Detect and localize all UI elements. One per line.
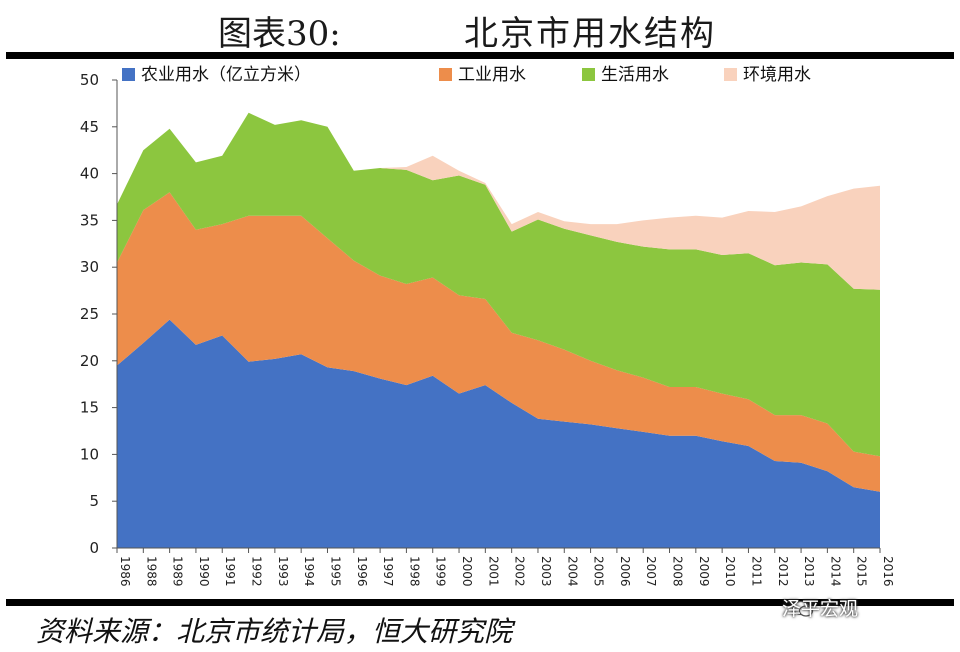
x-tick-label: 2001 [486,556,500,587]
stacked-area-chart: 0 5 10 15 20 25 30 35 40 45 50 1986 1988 1989 1990 1991… [80,65,895,587]
x-tick-label: 2010 [723,556,737,587]
x-tick-label: 2013 [802,556,816,587]
series-area-3 [117,112,880,457]
x-tick-label: 1989 [171,556,185,587]
source-note: 资料来源：北京市统计局，恒大研究院 [36,615,513,648]
y-tick-label: 25 [80,305,99,323]
legend-label-1: 农业用水（亿立方米） [141,65,311,85]
y-tick-label: 50 [80,71,99,89]
x-tick-label: 1995 [328,556,342,587]
chart-title-bar: 图表30: 北京市用水结构 [0,6,960,54]
figure-label: 图表30: [218,14,341,54]
x-tick-label: 2014 [828,556,842,587]
legend-label-2: 工业用水 [458,65,526,85]
legend-label-4: 环境用水 [743,65,811,85]
legend-swatch-1 [122,68,135,81]
legend-swatch-3 [582,68,595,81]
x-tick-label: 1994 [302,556,316,587]
x-tick-label: 1993 [276,556,290,587]
x-tick-label: 2000 [460,556,474,587]
y-tick-label: 30 [80,258,99,276]
x-tick-label: 1999 [434,556,448,587]
x-tick-label: 1988 [144,556,158,587]
x-tick-label: 2016 [881,556,895,587]
y-tick-label: 35 [80,211,99,229]
x-tick-label: 2003 [539,556,553,587]
chart-title: 北京市用水结构 [464,14,716,54]
y-tick-label: 15 [80,399,99,417]
x-tick-label: 1996 [355,556,369,587]
x-tick-label: 1991 [223,556,237,587]
x-tick-label: 2007 [644,556,658,587]
wechat-icon [792,600,814,617]
y-tick-label: 5 [89,492,99,510]
x-tick-label: 2006 [618,556,632,587]
x-tick-label: 2004 [565,556,579,587]
y-tick-label: 0 [89,539,99,557]
x-tick-label: 1990 [197,556,211,587]
x-tick-label: 2005 [592,556,606,587]
y-tick-label: 45 [80,118,99,136]
bottom-rule [6,599,954,606]
series-area-1 [117,319,880,548]
x-tick-label: 2012 [776,556,790,587]
legend-swatch-4 [724,68,737,81]
x-tick-label: 2009 [697,556,711,587]
x-tick-label: 1998 [407,556,421,587]
x-tick-label: 1997 [381,556,395,587]
watermark: 泽平宏观 [782,598,859,620]
legend-label-3: 生活用水 [601,65,669,85]
series-area-4 [117,112,880,290]
x-tick-label: 2011 [749,556,763,587]
y-tick-label: 20 [80,352,99,370]
y-tick-label: 40 [80,165,99,183]
x-tick-label: 2002 [513,556,527,587]
series-area-2 [117,192,880,492]
x-tick-label: 2008 [671,556,685,587]
x-tick-label: 1986 [118,556,132,587]
y-tick-label: 10 [80,445,99,463]
legend-swatch-2 [439,68,452,81]
x-tick-label: 1992 [250,556,264,587]
x-tick-label: 2015 [855,556,869,587]
top-rule [6,52,954,59]
